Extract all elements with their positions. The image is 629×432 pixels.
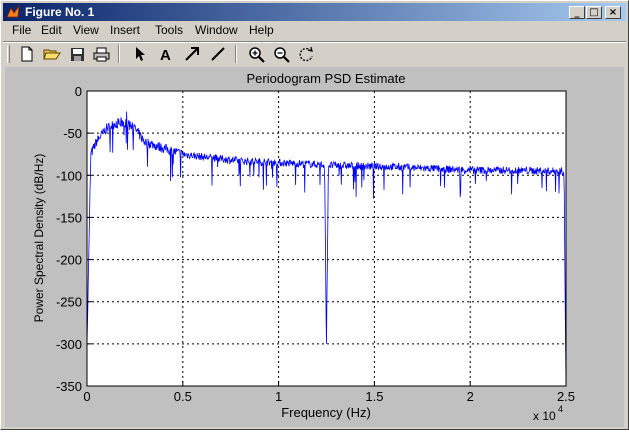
- new-icon[interactable]: [17, 44, 37, 64]
- x-tick-label: 0: [83, 389, 90, 404]
- menu-help[interactable]: Help: [249, 23, 274, 37]
- close-button[interactable]: ×: [605, 6, 621, 19]
- print-icon[interactable]: [92, 44, 112, 64]
- toolbar-separator: [118, 45, 120, 63]
- minimize-button[interactable]: _: [569, 6, 585, 19]
- menu-window[interactable]: Window: [195, 23, 238, 37]
- x-tick-label: 0.5: [174, 389, 192, 404]
- toolbar: A: [3, 41, 626, 66]
- x-multiplier-exponent: 4: [558, 404, 563, 414]
- save-icon[interactable]: [67, 44, 87, 64]
- y-tick-label: -150: [56, 210, 82, 225]
- y-axis-label: Power Spectral Density (dB/Hz): [32, 154, 46, 323]
- open-icon[interactable]: [42, 44, 62, 64]
- line-icon[interactable]: [208, 44, 228, 64]
- menu-insert[interactable]: Insert: [110, 23, 141, 37]
- arrow-line-icon[interactable]: [182, 44, 202, 64]
- y-tick-label: -100: [56, 168, 82, 183]
- rotate-icon[interactable]: [296, 44, 316, 64]
- window-title: Figure No. 1: [25, 5, 95, 19]
- x-tick-label: 1: [275, 389, 282, 404]
- psd-line: [86, 111, 567, 387]
- psd-chart[interactable]: 0 0.5 1 1.5 2 2.5 0 -50 -100 -150 -200 -250 -300 -35…: [5, 67, 624, 427]
- figure-canvas: 0 0.5 1 1.5 2 2.5 0 -50 -100 -150 -200 -250 -300 -35…: [5, 67, 624, 427]
- x-multiplier: x 10: [533, 409, 556, 423]
- psd-trace: [86, 111, 567, 387]
- menu-view[interactable]: View: [73, 23, 99, 37]
- toolbar-grip[interactable]: [7, 45, 10, 63]
- y-tick-label: -300: [56, 337, 82, 352]
- maximize-button[interactable]: □: [586, 6, 602, 19]
- y-tick-label: -350: [56, 379, 82, 394]
- toolbar-separator: [235, 45, 237, 63]
- matlab-icon: [6, 5, 20, 18]
- y-tick-label: -200: [56, 253, 82, 268]
- y-tick-label: -250: [56, 295, 82, 310]
- zoom-in-icon[interactable]: [246, 44, 266, 64]
- x-tick-label: 1.5: [365, 389, 383, 404]
- zoom-out-icon[interactable]: [271, 44, 291, 64]
- menu-tools[interactable]: Tools: [155, 23, 184, 37]
- text-icon[interactable]: A: [156, 44, 176, 64]
- menu-edit[interactable]: Edit: [41, 23, 62, 37]
- menu-bar: File Edit View Insert Tools Window Help: [3, 22, 626, 40]
- svg-text:A: A: [160, 47, 171, 62]
- title-bar[interactable]: Figure No. 1 _ □ ×: [3, 3, 626, 21]
- x-tick-label: 2.5: [557, 389, 575, 404]
- y-axis: 0 -50 -100 -150 -200 -250 -300 -350: [56, 84, 92, 394]
- x-axis: 0 0.5 1 1.5 2 2.5: [83, 381, 575, 404]
- chart-title: Periodogram PSD Estimate: [247, 71, 406, 86]
- y-tick-label: -50: [63, 126, 82, 141]
- y-tick-label: 0: [75, 84, 82, 99]
- plot-frame: [86, 90, 567, 387]
- arrow-icon[interactable]: [130, 44, 150, 64]
- menu-file[interactable]: File: [12, 23, 32, 37]
- x-tick-label: 2: [467, 389, 474, 404]
- grid-lines: [87, 91, 566, 386]
- x-axis-label: Frequency (Hz): [281, 405, 371, 420]
